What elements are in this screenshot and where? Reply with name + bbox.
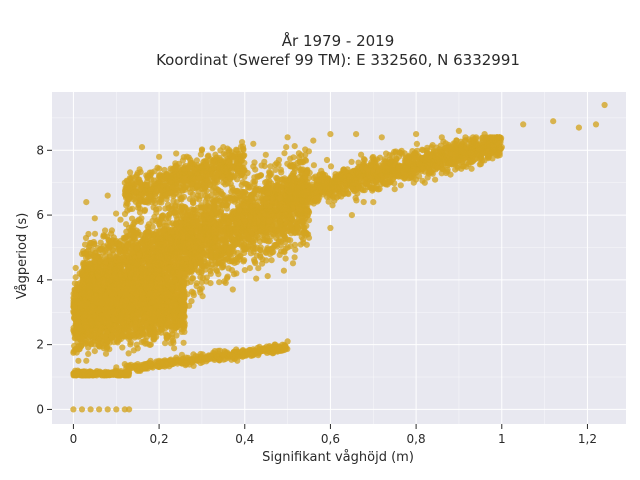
scatter-point	[127, 339, 134, 346]
scatter-point	[280, 267, 287, 274]
scatter-point	[81, 368, 88, 376]
scatter-point	[114, 334, 121, 342]
scatter-point	[114, 339, 121, 346]
scatter-point	[123, 368, 130, 375]
chart-title: År 1979 - 2019 Koordinat (Sweref 99 TM):…	[156, 31, 520, 69]
scatter-point	[291, 254, 298, 261]
scatter-point	[180, 301, 187, 308]
scatter-point	[199, 356, 206, 363]
chart-title-line-1: År 1979 - 2019	[282, 31, 395, 50]
scatter-point	[132, 320, 139, 327]
scatter-point	[207, 352, 214, 359]
scatter-point	[95, 341, 102, 349]
scatter-point	[180, 339, 187, 346]
scatter-point	[158, 303, 165, 310]
scatter-point	[174, 320, 181, 327]
scatter-point	[163, 290, 170, 297]
scatter-point	[72, 321, 79, 328]
scatter-point	[229, 286, 236, 293]
scatter-point	[149, 319, 156, 326]
scatter-point	[167, 356, 174, 363]
scatter-point	[74, 333, 81, 340]
scatter-point	[228, 356, 235, 363]
scatter-point	[142, 313, 149, 321]
scatter-point	[141, 363, 149, 370]
scatter-point	[97, 369, 104, 376]
scatter-point	[240, 351, 247, 358]
scatter-point	[147, 341, 154, 348]
scatter-point	[108, 332, 115, 339]
scatter-point	[157, 318, 164, 325]
scatter-point	[220, 356, 227, 363]
scatter-point	[91, 230, 99, 237]
scatter-point	[222, 279, 229, 286]
scatter-point	[105, 321, 112, 328]
chart-title-line-2: Koordinat (Sweref 99 TM): E 332560, N 63…	[156, 51, 520, 69]
scatter-point	[234, 357, 241, 364]
scatter-point	[134, 345, 141, 352]
scatter-point	[245, 351, 252, 358]
scatter-point	[85, 350, 92, 357]
scatter-point	[182, 354, 190, 361]
scatter-point	[163, 335, 171, 342]
scatter-point	[117, 216, 124, 223]
scatter-point	[264, 344, 272, 351]
scatter-point	[108, 370, 115, 377]
scatter-point	[188, 356, 195, 363]
grid-lines	[52, 92, 626, 424]
scatter-points	[70, 101, 608, 413]
scatter-point	[171, 345, 178, 352]
scatter-point	[182, 360, 190, 367]
scatter-point	[291, 143, 298, 150]
scatter-point	[125, 350, 132, 357]
scatter-point	[169, 331, 176, 338]
scatter-point	[72, 264, 79, 272]
scatter-point	[71, 346, 78, 353]
scatter-point	[103, 345, 110, 352]
scatter-point	[170, 339, 177, 346]
scatter-point	[179, 292, 186, 300]
scatter-point	[102, 350, 110, 357]
scatter-point	[119, 344, 126, 351]
scatter-point	[281, 150, 288, 157]
scatter-point	[75, 357, 82, 364]
scatter-point	[70, 290, 77, 297]
scatter-point	[221, 349, 229, 356]
scatter-point	[70, 309, 77, 316]
scatter-point	[274, 348, 281, 355]
scatter-point	[264, 273, 271, 280]
scatter-point	[171, 313, 178, 320]
scatter-point	[151, 336, 158, 343]
scatter-point	[159, 326, 166, 333]
